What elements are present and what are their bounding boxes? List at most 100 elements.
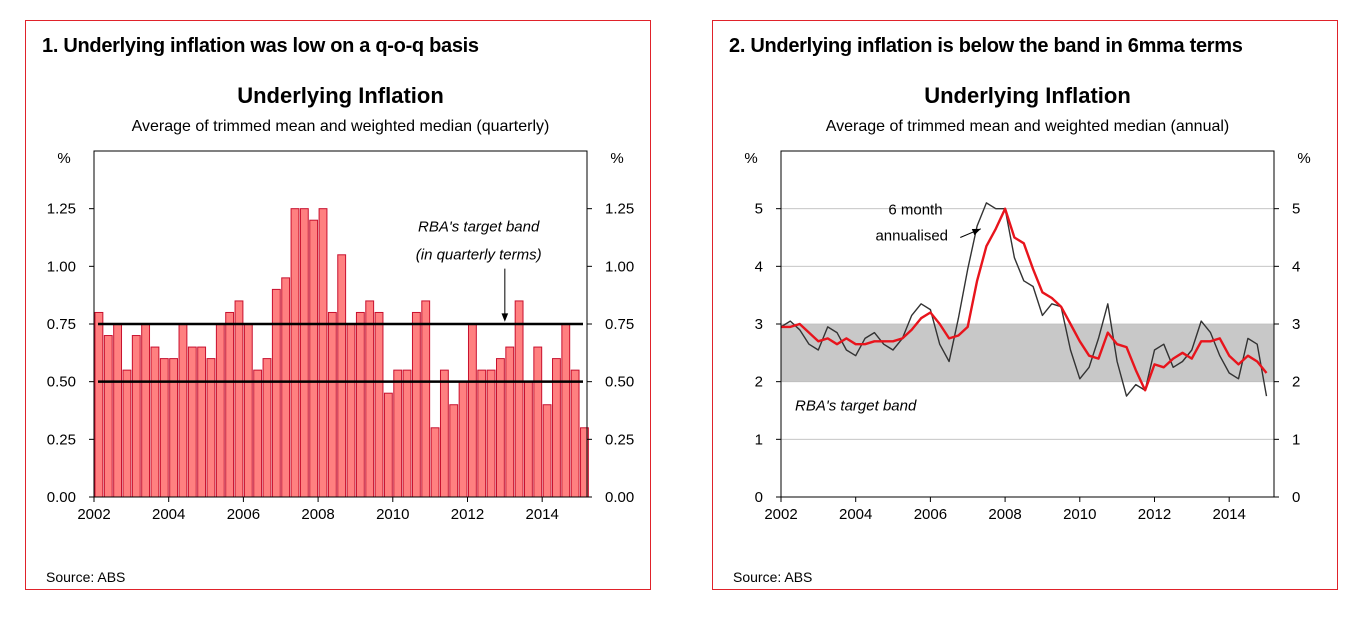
line-chart: Underlying Inflation Average of trimmed m… (744, 83, 1310, 523)
bar (187, 346, 197, 498)
bar (383, 392, 393, 498)
source-note: Source: ABS (46, 569, 126, 585)
bar (393, 369, 403, 498)
y-tick-label-right: 5 (1292, 201, 1300, 218)
chart-subtitle: Average of trimmed mean and weighted med… (826, 118, 1230, 135)
bar (486, 369, 496, 498)
x-tick-label: 2008 (988, 506, 1021, 523)
bar (439, 369, 449, 498)
bar (542, 404, 552, 498)
y-tick-label-left: 0.00 (47, 489, 76, 506)
annotation-label: (in quarterly terms) (416, 246, 542, 263)
bar (103, 335, 113, 498)
bar (122, 369, 132, 498)
y-tick-label-right: 0.75 (605, 316, 634, 333)
bar (467, 323, 477, 498)
bar (495, 358, 505, 498)
y-tick-label-left: 1.25 (47, 201, 76, 218)
x-tick-label: 2010 (376, 506, 409, 523)
bar (225, 311, 235, 498)
x-tick-label: 2002 (77, 506, 110, 523)
x-tick-label: 2004 (152, 506, 185, 523)
chart-title: Underlying Inflation (924, 83, 1131, 108)
bar (458, 381, 468, 498)
bar (346, 323, 356, 498)
source-note: Source: ABS (733, 569, 813, 585)
bar (477, 369, 487, 498)
bar (337, 254, 347, 498)
bar (309, 219, 319, 498)
bar (150, 346, 160, 498)
x-tick-label: 2012 (1138, 506, 1171, 523)
y-axis-unit-left: % (57, 150, 70, 167)
y-axis-unit-right: % (1297, 150, 1310, 167)
y-tick-label-right: 0.50 (605, 374, 634, 391)
bar (355, 311, 365, 498)
bar (505, 346, 515, 498)
bar (411, 311, 421, 498)
annotation-label: RBA's target band (795, 398, 917, 415)
annotation-label: annualised (875, 227, 948, 244)
y-tick-label-left: 5 (755, 201, 763, 218)
chart-title: Underlying Inflation (237, 83, 444, 108)
bar (206, 358, 216, 498)
bar (430, 427, 440, 498)
y-axis-unit-left: % (744, 150, 757, 167)
panel-heading: 1. Underlying inflation was low on a q-o… (42, 35, 479, 57)
bar (94, 311, 104, 498)
y-axis-unit-right: % (610, 150, 623, 167)
bar (159, 358, 169, 498)
bar (299, 208, 309, 498)
x-tick-label: 2012 (451, 506, 484, 523)
bar (253, 369, 263, 498)
y-tick-label-left: 0.25 (47, 431, 76, 448)
y-tick-label-right: 1 (1292, 431, 1300, 448)
x-tick-label: 2014 (525, 506, 558, 523)
x-tick-label: 2002 (764, 506, 797, 523)
y-tick-label-left: 0.50 (47, 374, 76, 391)
bar-chart: Underlying Inflation Average of trimmed m… (47, 83, 634, 523)
chart-panel-1: 1. Underlying inflation was low on a q-o… (25, 20, 651, 590)
bar (449, 404, 459, 498)
bar (113, 323, 123, 498)
x-tick-label: 2010 (1063, 506, 1096, 523)
bar (169, 358, 179, 498)
y-tick-label-right: 1.00 (605, 258, 634, 275)
bar (533, 346, 543, 498)
x-tick-label: 2014 (1212, 506, 1245, 523)
y-tick-label-left: 2 (755, 374, 763, 391)
bar (327, 311, 337, 498)
bar (131, 335, 141, 498)
y-tick-label-left: 1 (755, 431, 763, 448)
annotation-label: RBA's target band (418, 219, 540, 236)
annotation-arrow-head (971, 228, 981, 236)
y-tick-label-left: 4 (755, 258, 763, 275)
panel-heading: 2. Underlying inflation is below the ban… (729, 35, 1243, 57)
bar (318, 208, 328, 498)
bar (271, 288, 281, 498)
x-tick-label: 2006 (227, 506, 260, 523)
y-tick-label-left: 0.75 (47, 316, 76, 333)
bar (421, 300, 431, 498)
bar (552, 358, 561, 498)
y-tick-label-right: 0.00 (605, 489, 634, 506)
chart-subtitle: Average of trimmed mean and weighted med… (132, 118, 550, 135)
y-tick-label-right: 4 (1292, 258, 1300, 275)
bar (215, 323, 225, 498)
bar (234, 300, 244, 498)
bar (197, 346, 207, 498)
y-tick-label-left: 0 (755, 489, 763, 506)
bar (281, 277, 291, 498)
y-tick-label-right: 3 (1292, 316, 1300, 333)
bar (262, 358, 272, 498)
bar (243, 323, 253, 498)
bar (570, 369, 580, 498)
y-tick-label-right: 0.25 (605, 431, 634, 448)
series-line-annual (781, 207, 1268, 392)
x-tick-label: 2006 (914, 506, 947, 523)
bar (514, 300, 524, 498)
y-tick-label-right: 2 (1292, 374, 1300, 391)
bar (290, 208, 300, 498)
y-tick-label-left: 3 (755, 316, 763, 333)
bar (561, 323, 571, 498)
